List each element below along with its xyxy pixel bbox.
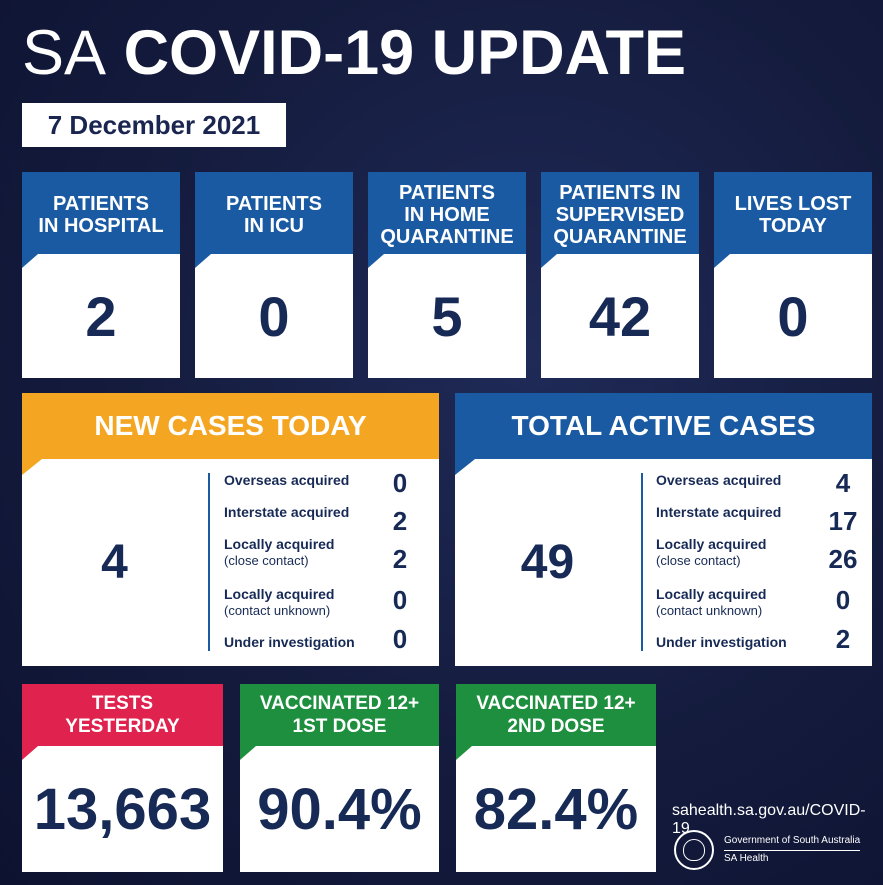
- tile-lives-lost: LIVES LOST TODAY 0: [714, 172, 872, 378]
- row-value: 2: [392, 506, 408, 536]
- list-item: Under investigation: [656, 634, 787, 650]
- row-value: 4: [835, 468, 851, 498]
- page-title: SA COVID-19 UPDATE: [22, 22, 686, 85]
- list-item: Locally acquired (close contact): [656, 536, 767, 568]
- row-value: 0: [835, 585, 851, 615]
- active-cases-total: 49: [520, 536, 575, 589]
- title-prefix: SA: [22, 18, 107, 88]
- tile-value: 82.4%: [473, 776, 639, 842]
- tile-label: TESTS YESTERDAY: [22, 684, 223, 746]
- tile-label: PATIENTS IN SUPERVISED QUARANTINE: [541, 172, 699, 254]
- row-value: 2: [392, 544, 408, 574]
- tile-label: VACCINATED 12+ 1ST DOSE: [240, 684, 439, 746]
- list-item: Under investigation: [224, 634, 355, 650]
- dept-name: SA Health: [724, 853, 769, 864]
- row-value: 0: [392, 585, 408, 615]
- list-item: Overseas acquired: [656, 472, 782, 488]
- tile-value: 42: [588, 284, 652, 348]
- list-item: Interstate acquired: [656, 504, 782, 520]
- row-value: 0: [392, 468, 408, 498]
- row-value: 0: [392, 624, 408, 654]
- tile-label: LIVES LOST TODAY: [714, 172, 872, 254]
- tile-label: PATIENTS IN ICU: [195, 172, 353, 254]
- list-item: Overseas acquired: [224, 472, 350, 488]
- row-value: 17: [828, 506, 858, 536]
- tile-value: 13,663: [33, 776, 212, 842]
- list-item: Locally acquired (close contact): [224, 536, 335, 568]
- tile-value: 90.4%: [257, 776, 422, 842]
- gov-name: Government of South Australia: [724, 834, 861, 851]
- row-value: 2: [835, 624, 851, 654]
- tile-supervised-quarantine: PATIENTS IN SUPERVISED QUARANTINE 42: [541, 172, 699, 378]
- date-badge: 7 December 2021: [22, 103, 286, 147]
- gov-logo: Government of South Australia SA Health: [674, 830, 861, 870]
- tile-patients-hospital: PATIENTS IN HOSPITAL 2: [22, 172, 180, 378]
- tile-tests: TESTS YESTERDAY 13,663: [22, 684, 223, 872]
- divider: [641, 473, 643, 651]
- new-cases-panel: NEW CASES TODAY 4 Overseas acquired 0 In…: [22, 393, 439, 666]
- tile-label: VACCINATED 12+ 2ND DOSE: [456, 684, 656, 746]
- tile-value: 2: [85, 284, 117, 348]
- list-item: Locally acquired (contact unknown): [224, 586, 335, 618]
- tile-patients-icu: PATIENTS IN ICU 0: [195, 172, 353, 378]
- crest-icon: [674, 830, 714, 870]
- panel-title: NEW CASES TODAY: [22, 393, 439, 459]
- row-value: 26: [828, 544, 858, 574]
- tile-value: 0: [777, 284, 809, 348]
- tile-vaccinated-second: VACCINATED 12+ 2ND DOSE 82.4%: [456, 684, 656, 872]
- title-main: COVID-19 UPDATE: [123, 18, 686, 88]
- tile-vaccinated-first: VACCINATED 12+ 1ST DOSE 90.4%: [240, 684, 439, 872]
- tile-label: PATIENTS IN HOSPITAL: [22, 172, 180, 254]
- panel-title: TOTAL ACTIVE CASES: [455, 393, 872, 459]
- list-item: Locally acquired (contact unknown): [656, 586, 767, 618]
- tile-label: PATIENTS IN HOME QUARANTINE: [368, 172, 526, 254]
- tile-value: 5: [431, 284, 463, 348]
- tile-value: 0: [258, 284, 290, 348]
- list-item: Interstate acquired: [224, 504, 350, 520]
- divider: [208, 473, 210, 651]
- new-cases-total: 4: [101, 536, 128, 589]
- tile-home-quarantine: PATIENTS IN HOME QUARANTINE 5: [368, 172, 526, 378]
- active-cases-panel: TOTAL ACTIVE CASES 49 Overseas acquired …: [455, 393, 872, 666]
